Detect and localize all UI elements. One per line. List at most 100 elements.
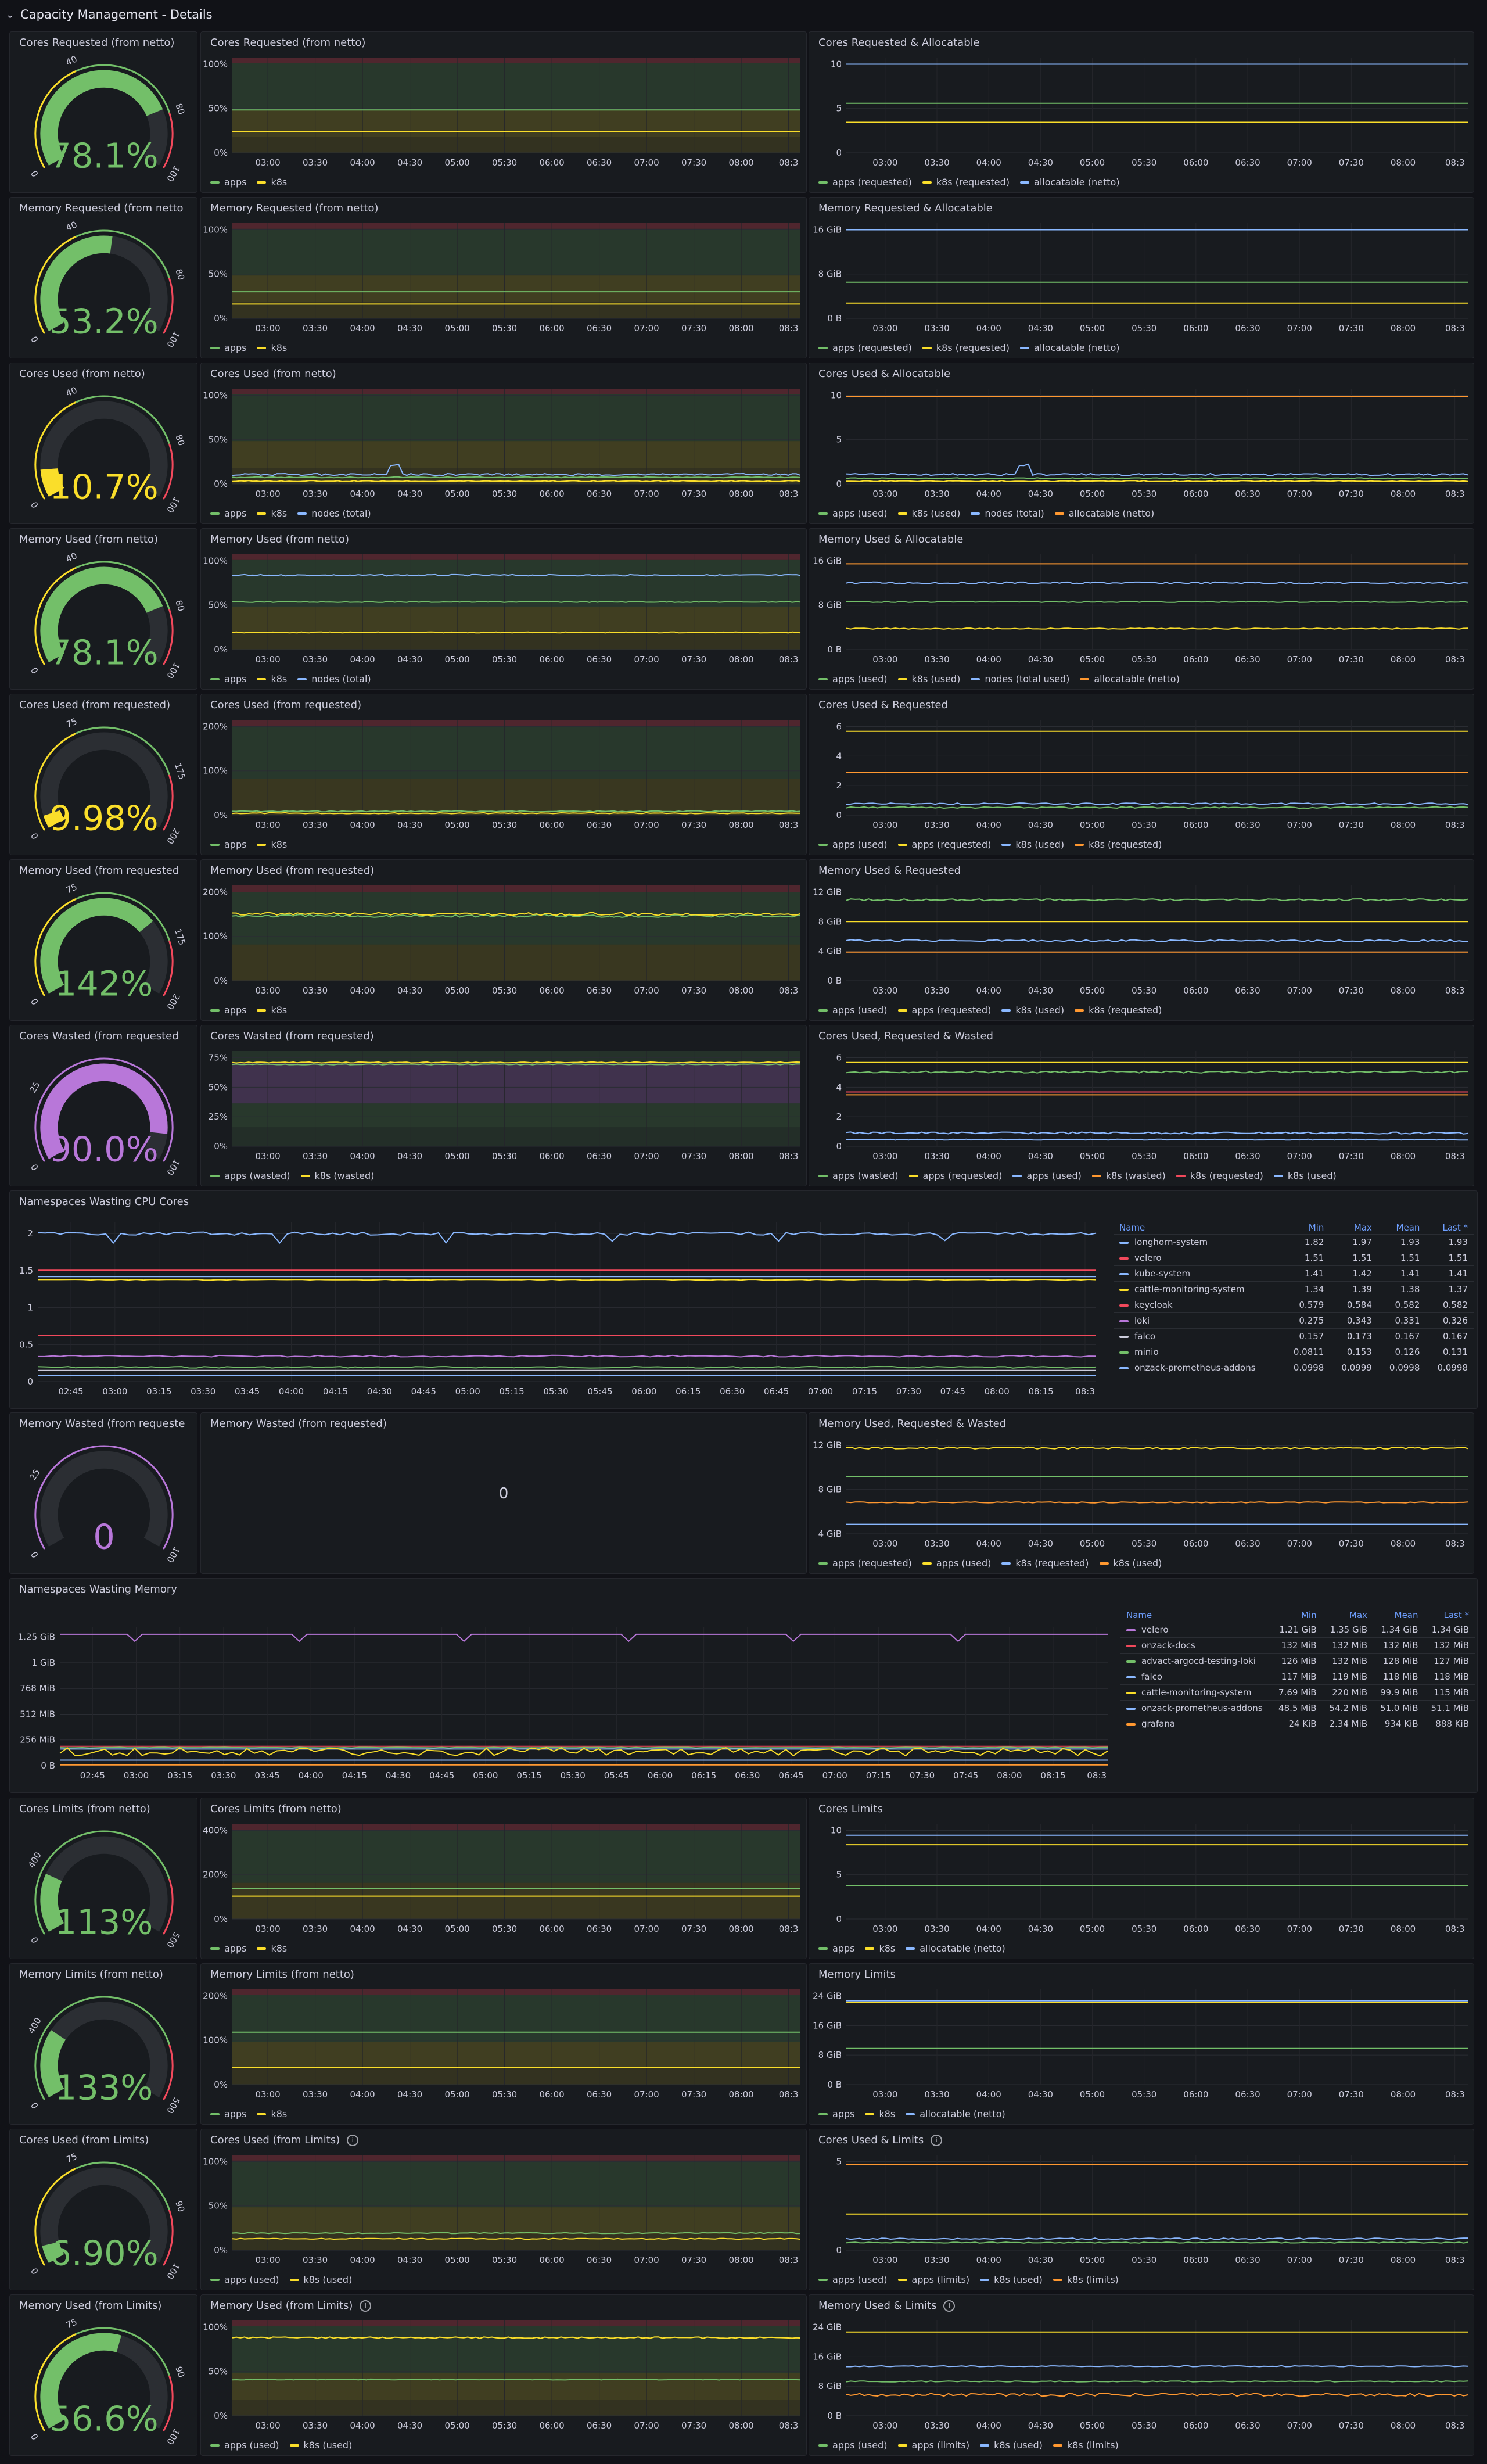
chart-panel-memory-used-requested-wasted[interactable]: Memory Used, Requested & Wasted 4 GiB 8 Gi… [809, 1412, 1474, 1574]
chart-panel-cores-used-from-limits[interactable]: Cores Used (from Limits) i 0% 50% 100% 03:00 0… [200, 2129, 807, 2290]
panel-title[interactable]: Cores Used (from requested) [19, 699, 170, 711]
table-row[interactable]: grafana 24 KiB 2.34 MiB 934 KiB 888 KiB [1120, 1716, 1475, 1731]
chart-panel-memory-requested-allocatable[interactable]: Memory Requested & Allocatable 0 B 8 GiB 16… [809, 197, 1474, 358]
legend-item[interactable]: apps (used) [818, 1005, 888, 1016]
table-row[interactable]: advact-argocd-testing-loki 126 MiB 132 MiB… [1120, 1653, 1475, 1669]
legend-item[interactable]: k8s (used) [1099, 1558, 1162, 1569]
legend-item[interactable]: apps [210, 342, 246, 353]
gauge-panel-memory-used-from-netto[interactable]: Memory Used (from netto) 0 40 80 100 78.1% [9, 528, 197, 690]
chart-panel-memory-used-limits[interactable]: Memory Used & Limits i 0 B 8 GiB 16 GiB 24 Gi… [809, 2294, 1474, 2456]
panel-title[interactable]: Cores Used & Allocatable [818, 368, 950, 380]
chart-panel-cores-used-from-netto[interactable]: Cores Used (from netto) 0% 50% 100% 03:00 03:… [200, 363, 807, 524]
timeseries-chart[interactable]: 0% 100% 200% 03:00 03:30 04:00 04:30 05:00 05:30… [201, 694, 807, 855]
chart-panel-memory-used-requested[interactable]: Memory Used & Requested 0 B 4 GiB 8 GiB 12 G… [809, 859, 1474, 1021]
chart-panel-cores-limits[interactable]: Cores Limits 0 5 10 03:00 03:30 04:00 04:30 05:0… [809, 1798, 1474, 1959]
timeseries-chart[interactable]: 0% 100% 200% 03:00 03:30 04:00 04:30 05:00 05:30… [201, 860, 807, 1021]
panel-title[interactable]: Memory Used (from Limits) [19, 2300, 161, 2312]
panel-title[interactable]: Memory Used & Requested [818, 865, 961, 877]
info-icon[interactable]: i [347, 2134, 359, 2146]
legend-item[interactable]: k8s (requested) [922, 177, 1010, 188]
table-row[interactable]: keycloak 0.579 0.584 0.582 0.582 [1114, 1297, 1474, 1313]
chart-panel-cores-used-limits[interactable]: Cores Used & Limits i 0 5 03:00 03:30 04:00 04:… [809, 2129, 1474, 2290]
timeseries-chart[interactable]: 0 2 4 6 03:00 03:30 04:00 04:30 05:00 05:30 06:00 0… [809, 1025, 1474, 1186]
timeseries-chart[interactable]: 0% 50% 100% 03:00 03:30 04:00 04:30 05:00 05:30 0… [201, 2129, 807, 2290]
legend-item[interactable]: apps (used) [1012, 1170, 1082, 1181]
column-header[interactable]: Name [1119, 1222, 1145, 1233]
timeseries-chart[interactable]: 0 B 4 GiB 8 GiB 12 GiB 03:00 03:30 04:00 04:30 0… [809, 860, 1474, 1021]
timeseries-chart[interactable]: 0% 50% 100% 03:00 03:30 04:00 04:30 05:00 05:30 0… [201, 32, 807, 193]
legend-item[interactable]: k8s (used) [289, 2440, 352, 2451]
legend-item[interactable]: k8s (used) [1001, 839, 1064, 850]
timeseries-chart[interactable]: 0% 50% 100% 03:00 03:30 04:00 04:30 05:00 05:30 0… [201, 2295, 807, 2456]
timeseries-chart[interactable]: 0 5 10 03:00 03:30 04:00 04:30 05:00 05:30 06:00 0… [809, 363, 1474, 524]
legend-item[interactable]: k8s [257, 1943, 287, 1954]
legend-item[interactable]: apps (used) [210, 2440, 279, 2451]
panel-title[interactable]: Namespaces Wasting CPU Cores [19, 1196, 189, 1208]
legend-item[interactable]: allocatable (netto) [906, 2108, 1005, 2119]
column-header[interactable]: Mean [1396, 1222, 1420, 1233]
legend-item[interactable]: apps (used) [818, 839, 888, 850]
legend-item[interactable]: k8s [865, 1943, 895, 1954]
legend-item[interactable]: k8s [257, 508, 287, 519]
table-row[interactable]: loki 0.275 0.343 0.331 0.326 [1114, 1312, 1474, 1329]
gauge-panel-memory-wasted[interactable]: Memory Wasted (from requeste 0 25 100 0 [9, 1412, 197, 1574]
legend-item[interactable]: apps (used) [818, 673, 888, 684]
chart-panel-cores-used-allocatable[interactable]: Cores Used & Allocatable 0 5 10 03:00 03:30 04… [809, 363, 1474, 524]
panel-title[interactable]: Cores Limits (from netto) [210, 1803, 342, 1815]
info-icon[interactable]: i [360, 2300, 372, 2312]
table-row[interactable]: velero 1.21 GiB 1.35 GiB 1.34 GiB 1.34 GiB [1120, 1622, 1475, 1638]
timeseries-chart[interactable]: 0% 25% 50% 75% 03:00 03:30 04:00 04:30 05:00 05:3… [201, 1025, 807, 1186]
timeseries-chart[interactable]: 0 B 8 GiB 16 GiB 03:00 03:30 04:00 04:30 05:00 0… [809, 529, 1474, 690]
column-header[interactable]: Min [1308, 1222, 1324, 1233]
panel-title[interactable]: Cores Requested & Allocatable [818, 37, 980, 49]
panel-title[interactable]: Memory Wasted (from requeste [19, 1418, 185, 1430]
legend-item[interactable]: k8s (requested) [1075, 839, 1162, 850]
row-header[interactable]: ⌄ Capacity Management - Details [6, 2, 213, 27]
timeseries-chart[interactable]: 0% 200% 400% 03:00 03:30 04:00 04:30 05:00 05:30… [201, 1798, 807, 1959]
panel-title[interactable]: Memory Used (from netto) [19, 533, 158, 546]
legend-item[interactable]: k8s [257, 177, 287, 188]
chart-panel-memory-used-from-netto[interactable]: Memory Used (from netto) 0% 50% 100% 03:00 03… [200, 528, 807, 690]
panel-title[interactable]: Memory Used (from Limits) i [210, 2300, 372, 2312]
timeseries-chart[interactable]: 4 GiB 8 GiB 12 GiB 03:00 03:30 04:00 04:30 05:0… [809, 1413, 1474, 1574]
legend-item[interactable]: k8s (used) [1001, 1005, 1064, 1016]
table-row[interactable]: falco 0.157 0.173 0.167 0.167 [1114, 1328, 1474, 1344]
chart-panel-cores-limits-from-netto[interactable]: Cores Limits (from netto) 0% 200% 400% 03:00… [200, 1798, 807, 1959]
chart-panel-cores-used-from-requested[interactable]: Cores Used (from requested) 0% 100% 200% 03:… [200, 694, 807, 855]
legend-item[interactable]: k8s (used) [897, 673, 960, 684]
table-row[interactable]: cattle-monitoring-system 7.69 MiB 220 MiB 9… [1120, 1684, 1475, 1701]
legend-item[interactable]: apps [210, 839, 246, 850]
legend-item[interactable]: apps (limits) [897, 2274, 969, 2285]
stat-panel-memory-wasted[interactable]: Memory Wasted (from requested) 0 [200, 1412, 807, 1574]
chart-panel-cores-used-requested-wasted[interactable]: Cores Used, Requested & Wasted 0 2 4 6 03:00 0… [809, 1025, 1474, 1186]
panel-title[interactable]: Memory Used (from requested) [210, 865, 374, 877]
chart-panel-memory-limits-from-netto[interactable]: Memory Limits (from netto) 0% 100% 200% 03:0… [200, 1963, 807, 2125]
timeseries-chart[interactable]: 0% 50% 100% 03:00 03:30 04:00 04:30 05:00 05:30 0… [201, 529, 807, 690]
column-header[interactable]: Min [1301, 1610, 1317, 1620]
timeseries-chart[interactable]: 0 5 10 03:00 03:30 04:00 04:30 05:00 05:30 06:00 0… [809, 1798, 1474, 1959]
column-header[interactable]: Max [1353, 1222, 1372, 1233]
timeseries-chart[interactable]: 0 B 8 GiB 16 GiB 03:00 03:30 04:00 04:30 05:00 0… [809, 198, 1474, 358]
legend-item[interactable]: apps (limits) [897, 2440, 969, 2451]
legend-item[interactable]: apps (used) [922, 1558, 991, 1569]
legend-item[interactable]: apps (requested) [818, 1558, 912, 1569]
timeseries-chart[interactable]: 0 0.5 1 1.5 2 02:45 03:00 03:15 03:30 03:45 04:00 0… [10, 1191, 1102, 1409]
column-header[interactable]: Last * [1442, 1222, 1468, 1233]
column-header[interactable]: Mean [1394, 1610, 1418, 1620]
table-row[interactable]: falco 117 MiB 119 MiB 118 MiB 118 MiB [1120, 1669, 1475, 1685]
panel-title[interactable]: Memory Used (from netto) [210, 533, 349, 546]
chart-panel-cores-requested-from-netto[interactable]: Cores Requested (from netto) 0% 50% 100% 03:… [200, 31, 807, 193]
panel-title[interactable]: Memory Limits [818, 1968, 896, 1981]
legend-item[interactable]: allocatable (netto) [1020, 342, 1120, 353]
legend-item[interactable]: apps (requested) [818, 177, 912, 188]
panel-title[interactable]: Cores Limits (from netto) [19, 1803, 150, 1815]
legend-item[interactable]: apps (used) [210, 2274, 279, 2285]
table-row[interactable]: longhorn-system 1.82 1.97 1.93 1.93 [1114, 1234, 1474, 1250]
chart-panel-cores-requested-allocatable[interactable]: Cores Requested & Allocatable 0 5 10 03:00 03… [809, 31, 1474, 193]
table-row[interactable]: onzack-docs 132 MiB 132 MiB 132 MiB 132 MiB [1120, 1637, 1475, 1654]
legend-item[interactable]: apps [210, 2108, 246, 2119]
legend-item[interactable]: k8s (used) [980, 2440, 1043, 2451]
chart-panel-memory-limits[interactable]: Memory Limits 0 B 8 GiB 16 GiB 24 GiB 03:00 03… [809, 1963, 1474, 2125]
legend-item[interactable]: apps [818, 1943, 854, 1954]
gauge-panel-cores-requested-from-netto[interactable]: Cores Requested (from netto) 0 40 80 100 78.1… [9, 31, 197, 193]
